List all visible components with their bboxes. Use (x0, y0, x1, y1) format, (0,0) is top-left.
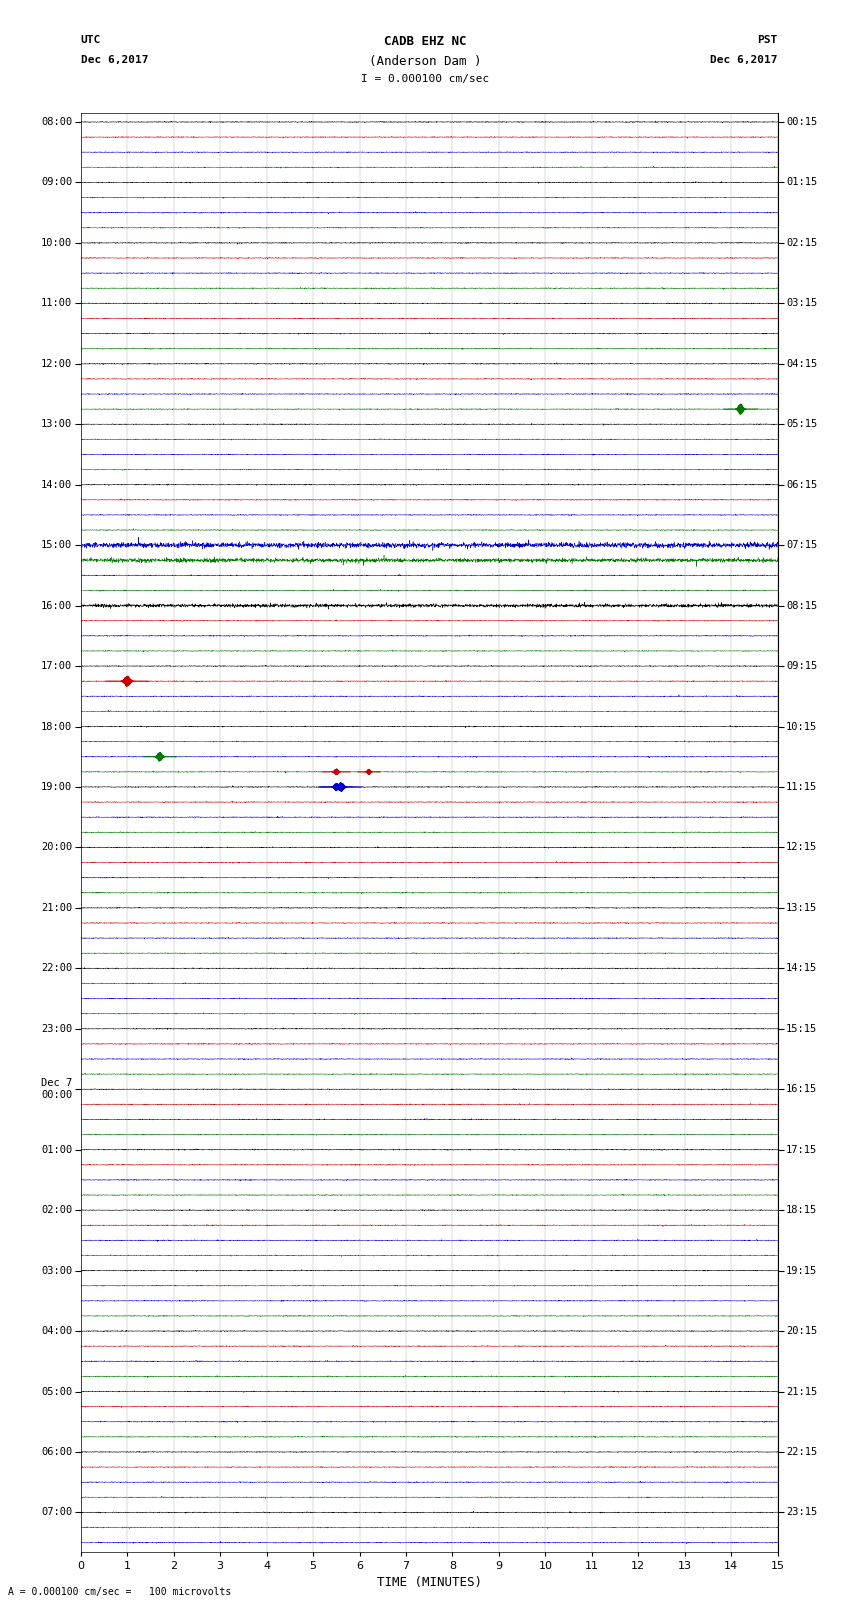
Text: A = 0.000100 cm/sec =   100 microvolts: A = 0.000100 cm/sec = 100 microvolts (8, 1587, 232, 1597)
Text: Dec 6,2017: Dec 6,2017 (81, 55, 148, 65)
Text: (Anderson Dam ): (Anderson Dam ) (369, 55, 481, 68)
Text: CADB EHZ NC: CADB EHZ NC (383, 35, 467, 48)
Text: I = 0.000100 cm/sec: I = 0.000100 cm/sec (361, 74, 489, 84)
Text: UTC: UTC (81, 35, 101, 45)
X-axis label: TIME (MINUTES): TIME (MINUTES) (377, 1576, 482, 1589)
Text: PST: PST (757, 35, 778, 45)
Text: Dec 6,2017: Dec 6,2017 (711, 55, 778, 65)
